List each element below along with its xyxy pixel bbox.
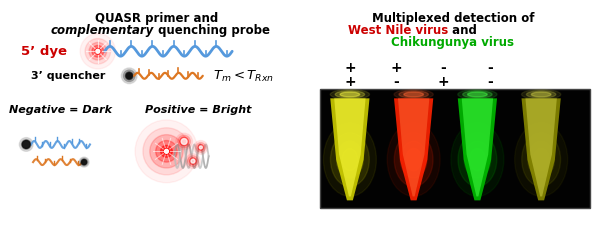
Ellipse shape (515, 123, 568, 196)
Polygon shape (398, 98, 430, 196)
Circle shape (198, 144, 204, 150)
Circle shape (92, 45, 104, 57)
Ellipse shape (532, 92, 551, 97)
Ellipse shape (406, 148, 422, 171)
Circle shape (85, 38, 110, 64)
Ellipse shape (458, 133, 497, 187)
Ellipse shape (528, 141, 554, 178)
Ellipse shape (469, 148, 485, 171)
Circle shape (126, 73, 132, 79)
Circle shape (164, 148, 169, 154)
Ellipse shape (342, 148, 358, 171)
Circle shape (178, 135, 191, 148)
Text: Positive = Bright: Positive = Bright (145, 105, 251, 115)
Circle shape (135, 120, 198, 183)
Ellipse shape (521, 89, 561, 99)
Circle shape (191, 159, 195, 163)
Circle shape (96, 49, 100, 53)
Circle shape (79, 157, 89, 167)
Text: -: - (487, 75, 493, 89)
Text: +: + (344, 75, 356, 89)
Text: +: + (437, 75, 449, 89)
Ellipse shape (323, 123, 376, 196)
Ellipse shape (464, 141, 491, 178)
Circle shape (181, 139, 187, 144)
Ellipse shape (399, 91, 428, 98)
Circle shape (190, 158, 196, 164)
Text: -: - (487, 61, 493, 75)
Polygon shape (458, 98, 497, 200)
Text: Negative = Dark: Negative = Dark (9, 105, 112, 115)
Ellipse shape (335, 91, 365, 98)
Polygon shape (462, 98, 493, 196)
Circle shape (185, 154, 200, 168)
Circle shape (161, 145, 172, 157)
Ellipse shape (404, 92, 424, 97)
Text: 5’ dye: 5’ dye (22, 45, 67, 58)
Circle shape (176, 133, 193, 150)
Ellipse shape (340, 92, 359, 97)
Circle shape (150, 135, 183, 168)
Circle shape (19, 138, 33, 151)
Circle shape (199, 146, 202, 149)
Polygon shape (526, 98, 557, 196)
Circle shape (80, 34, 115, 69)
Circle shape (82, 160, 86, 164)
Ellipse shape (467, 92, 487, 97)
Polygon shape (334, 98, 365, 196)
Polygon shape (521, 98, 561, 200)
Ellipse shape (400, 141, 427, 178)
Circle shape (95, 48, 101, 54)
Bar (320, 89, 590, 208)
Ellipse shape (330, 89, 370, 99)
Text: and: and (448, 24, 477, 37)
Ellipse shape (522, 133, 560, 187)
Circle shape (155, 140, 177, 162)
Ellipse shape (458, 89, 497, 99)
Circle shape (89, 42, 107, 60)
Text: Chikungunya virus: Chikungunya virus (391, 36, 514, 49)
Text: Multiplexed detection of: Multiplexed detection of (371, 12, 534, 25)
Ellipse shape (394, 89, 433, 99)
Circle shape (125, 72, 133, 80)
Ellipse shape (331, 133, 370, 187)
Circle shape (80, 159, 88, 165)
Ellipse shape (337, 141, 363, 178)
Text: West Nile virus: West Nile virus (348, 24, 448, 37)
Text: $T_m < T_{Rxn}$: $T_m < T_{Rxn}$ (212, 69, 274, 84)
Ellipse shape (526, 91, 556, 98)
Text: complementary: complementary (50, 24, 154, 37)
Circle shape (188, 156, 199, 167)
Circle shape (143, 128, 190, 175)
Text: QUASR primer and: QUASR primer and (95, 12, 218, 25)
Circle shape (196, 143, 206, 152)
Circle shape (124, 70, 135, 82)
Ellipse shape (451, 123, 504, 196)
Ellipse shape (394, 133, 433, 187)
Circle shape (22, 140, 31, 149)
Ellipse shape (387, 123, 440, 196)
Text: +: + (344, 61, 356, 75)
Circle shape (180, 137, 188, 146)
Text: -: - (393, 75, 399, 89)
Circle shape (121, 68, 137, 84)
Text: +: + (390, 61, 402, 75)
Text: quenching probe: quenching probe (154, 24, 270, 37)
Polygon shape (394, 98, 433, 200)
Ellipse shape (463, 91, 492, 98)
Ellipse shape (533, 148, 549, 171)
Text: 3’ quencher: 3’ quencher (31, 71, 106, 81)
Polygon shape (330, 98, 370, 200)
Circle shape (164, 149, 169, 153)
Circle shape (22, 140, 30, 148)
Text: -: - (440, 61, 446, 75)
Circle shape (194, 140, 208, 154)
